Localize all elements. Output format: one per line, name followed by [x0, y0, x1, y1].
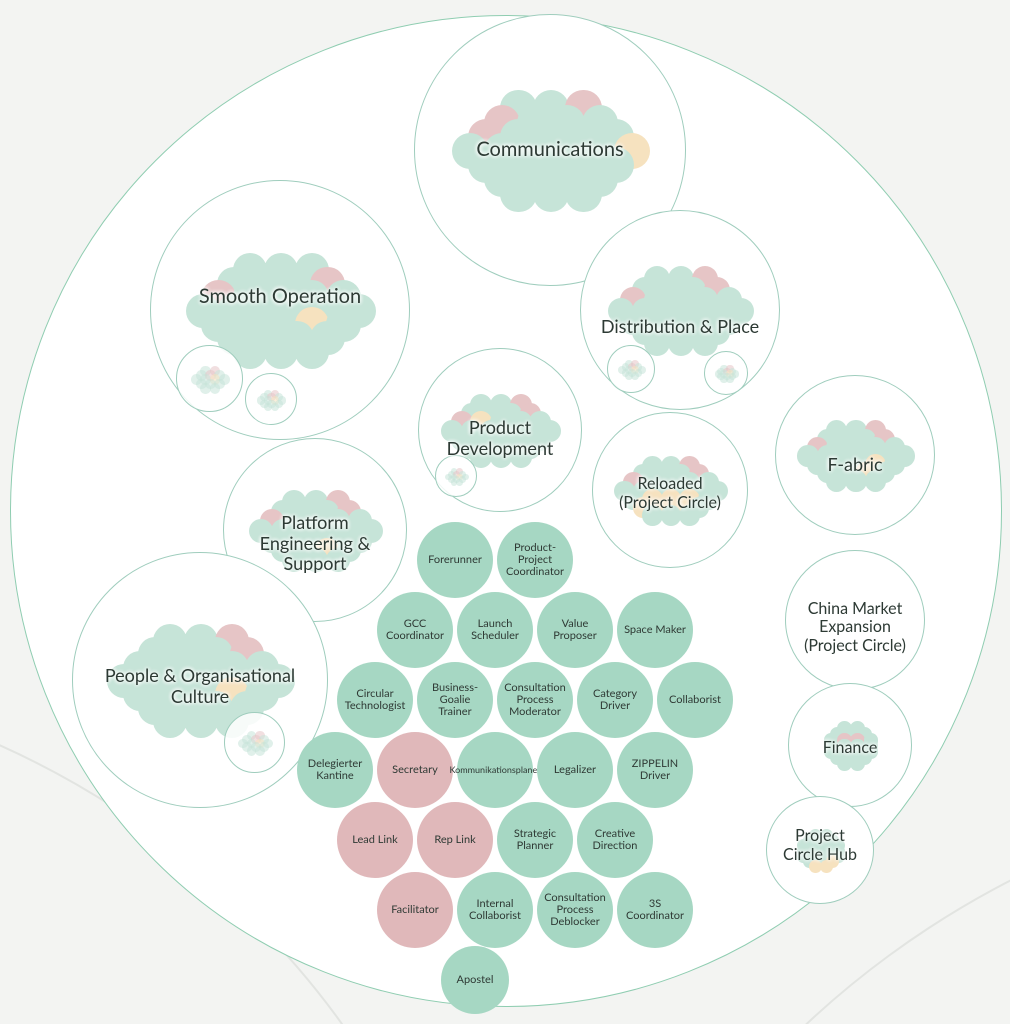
role-lead-link[interactable]: Lead Link: [337, 802, 413, 878]
role-label: Secretary: [388, 764, 442, 776]
cluster-project-circle-hub[interactable]: ProjectCircle Hub: [766, 796, 874, 904]
role-label: Legalizer: [550, 764, 600, 776]
role-kommunikationsplaner[interactable]: Kommunikationsplaner: [457, 732, 533, 808]
role-label: Space Maker: [620, 624, 690, 636]
cluster-dot: [153, 704, 187, 738]
cluster-dot: [820, 860, 833, 873]
role-secretary[interactable]: Secretary: [377, 732, 453, 808]
cluster-dot: [500, 176, 536, 212]
role-label: 3SCoordinator: [622, 898, 688, 922]
role-3s-coordinator[interactable]: 3SCoordinator: [617, 872, 693, 948]
mini-dot: [726, 376, 733, 383]
mini-dot: [456, 479, 463, 486]
cluster-dot: [668, 329, 695, 356]
sub-cluster: [224, 712, 285, 773]
cluster-fabric[interactable]: F-abric: [775, 375, 935, 535]
role-label: Collaborist: [665, 694, 725, 706]
cluster-reloaded[interactable]: Reloaded(Project Circle): [592, 412, 748, 568]
role-legalizer[interactable]: Legalizer: [537, 732, 613, 808]
cluster-dot: [304, 548, 328, 572]
role-label: Kommunikationsplaner: [446, 765, 545, 775]
mini-dot: [631, 372, 639, 380]
role-label: DelegierterKantine: [304, 758, 366, 782]
role-label: CreativeDirection: [589, 828, 642, 852]
role-space-maker[interactable]: Space Maker: [617, 592, 693, 668]
role-category-driver[interactable]: CategoryDriver: [577, 662, 653, 738]
role-label: InternalCollaborist: [465, 898, 525, 922]
cluster-product-development[interactable]: ProductDevelopment: [418, 348, 582, 512]
role-label: ConsultationProcessDeblocker: [540, 892, 610, 928]
cluster-distribution-place[interactable]: Distribution & Place: [580, 210, 780, 410]
role-label: Product-ProjectCoordinator: [497, 542, 573, 578]
diagram-stage: { "canvas": { "width": 1010, "height": 1…: [0, 0, 1010, 1024]
sub-cluster: [435, 455, 478, 498]
cluster-finance[interactable]: Finance: [788, 683, 912, 807]
sub-cluster: [607, 345, 655, 393]
role-gcc-coordinator[interactable]: GCCCoordinator: [377, 592, 453, 668]
role-apostel[interactable]: Apostel: [441, 946, 509, 1014]
role-label: StrategicPlanner: [510, 828, 560, 852]
role-zippelin-driver[interactable]: ZIPPELINDriver: [617, 732, 693, 808]
role-label: CircularTechnologist: [341, 688, 410, 712]
role-value-proposer[interactable]: ValueProposer: [537, 592, 613, 668]
cluster-dot: [282, 548, 306, 572]
role-consultation-process-moderator[interactable]: ConsultationProcessModerator: [497, 662, 573, 738]
cluster-dot: [850, 756, 865, 771]
sub-cluster: [245, 373, 297, 425]
cluster-dot: [510, 446, 532, 468]
cluster-dot: [865, 470, 886, 491]
cluster-dot: [642, 505, 663, 526]
role-consultation-process-deblocker[interactable]: ConsultationProcessDeblocker: [537, 872, 613, 948]
mini-dot: [271, 403, 279, 411]
role-label: GCCCoordinator: [382, 618, 448, 642]
role-label: ZIPPELINDriver: [628, 758, 682, 782]
role-strategic-planner[interactable]: StrategicPlanner: [497, 802, 573, 878]
role-business-goalie-trainer[interactable]: Business-GoalieTrainer: [417, 662, 493, 738]
role-forerunner[interactable]: Forerunner: [417, 522, 493, 598]
cluster-dot: [295, 335, 330, 370]
role-label: Apostel: [453, 974, 498, 986]
sub-cluster: [176, 345, 244, 413]
cluster-dot: [565, 176, 601, 212]
role-collaborist[interactable]: Collaborist: [657, 662, 733, 738]
cluster-dot: [326, 548, 350, 572]
cluster-dot: [264, 335, 299, 370]
role-rep-link[interactable]: Rep Link: [417, 802, 493, 878]
role-launch-scheduler[interactable]: LaunchScheduler: [457, 592, 533, 668]
cluster-china-market[interactable]: China MarketExpansion(Project Circle): [785, 550, 925, 690]
role-internal-collaborist[interactable]: InternalCollaborist: [457, 872, 533, 948]
cluster-dot: [679, 505, 700, 526]
role-circular-technologist[interactable]: CircularTechnologist: [337, 662, 413, 738]
mini-dot: [255, 746, 265, 756]
role-creative-direction[interactable]: CreativeDirection: [577, 802, 653, 878]
role-label: LaunchScheduler: [467, 618, 523, 642]
cluster-dot: [845, 470, 866, 491]
cluster-smooth-operation[interactable]: Smooth Operation: [150, 180, 410, 440]
mini-dot: [210, 383, 221, 394]
role-label: Facilitator: [387, 904, 443, 916]
role-label: Lead Link: [348, 834, 402, 846]
cluster-people-culture[interactable]: People & OrganisationalCulture: [72, 552, 328, 808]
role-label: Rep Link: [430, 834, 479, 846]
cluster-label: China MarketExpansion(Project Circle): [789, 600, 922, 655]
cluster-dot: [490, 446, 512, 468]
role-label: Business-GoalieTrainer: [417, 682, 493, 718]
sub-cluster: [704, 351, 748, 395]
role-product-project-coordinator[interactable]: Product-ProjectCoordinator: [497, 522, 573, 598]
role-label: Forerunner: [424, 554, 486, 566]
cluster-dot: [661, 505, 682, 526]
role-label: CategoryDriver: [589, 688, 641, 712]
cluster-dot: [533, 176, 569, 212]
role-label: ConsultationProcessModerator: [500, 682, 570, 718]
role-delegierter-kantine[interactable]: DelegierterKantine: [297, 732, 373, 808]
role-facilitator[interactable]: Facilitator: [377, 872, 453, 948]
role-label: ValueProposer: [549, 618, 601, 642]
cluster-dot: [184, 704, 218, 738]
cluster-dot: [692, 329, 719, 356]
cluster-dot: [826, 470, 847, 491]
